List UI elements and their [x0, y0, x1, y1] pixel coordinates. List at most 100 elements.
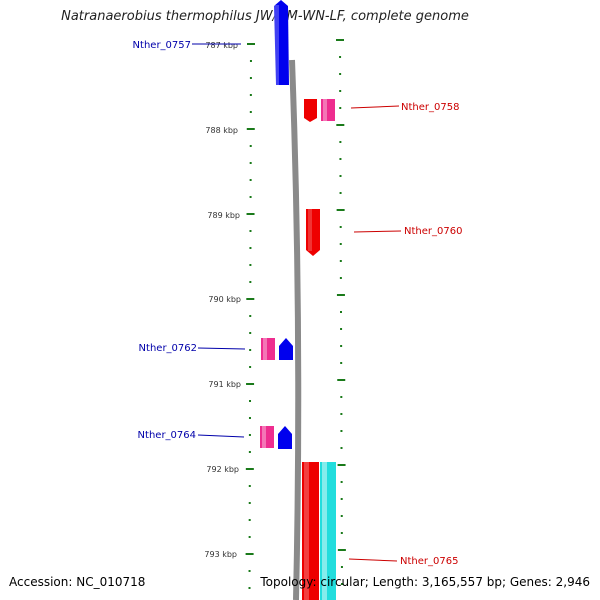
- minor-tick: [249, 332, 252, 334]
- minor-tick: [339, 73, 342, 75]
- major-tick: [246, 383, 255, 385]
- minor-tick: [340, 430, 343, 432]
- major-tick: [247, 43, 255, 45]
- major-tick: [337, 464, 346, 466]
- gene-feature-cyan-0766[interactable]: [320, 462, 336, 600]
- minor-tick: [340, 481, 343, 483]
- minor-tick: [248, 519, 251, 521]
- major-tick: [336, 39, 344, 41]
- gene-feature-nther-0758[interactable]: [304, 99, 317, 122]
- scale-label: 792 kbp: [206, 465, 239, 474]
- major-tick: [245, 468, 254, 470]
- feature-highlight: [273, 5, 279, 85]
- major-tick: [246, 298, 255, 300]
- major-tick: [246, 213, 255, 215]
- gene-feature-pink-0758b[interactable]: [321, 99, 335, 121]
- scale-labels: 787 kbp 788 kbp 789 kbp 790 kbp 791 kbp …: [204, 41, 241, 559]
- genome-info-text: Topology: circular; Length: 3,165,557 bp…: [260, 575, 590, 589]
- scale-label: 791 kbp: [208, 380, 241, 389]
- minor-tick: [249, 264, 252, 266]
- gene-feature-nther-0762[interactable]: [279, 338, 293, 360]
- minor-tick: [340, 345, 343, 347]
- minor-tick: [340, 396, 343, 398]
- minor-tick: [248, 485, 251, 487]
- major-tick: [336, 209, 345, 211]
- minor-tick: [249, 77, 252, 79]
- minor-tick: [249, 145, 252, 147]
- minor-tick: [341, 583, 343, 585]
- minor-tick: [339, 277, 342, 279]
- feature-highlight: [322, 462, 327, 600]
- minor-tick: [249, 94, 252, 96]
- major-tick: [337, 549, 346, 551]
- major-tick: [336, 294, 345, 296]
- scale-label: 790 kbp: [208, 295, 241, 304]
- minor-tick: [340, 447, 343, 449]
- map-title: Natranaerobius thermophilus JW/NM-WN-LF,…: [61, 9, 469, 24]
- minor-tick: [249, 281, 252, 283]
- minor-tick: [339, 192, 342, 194]
- minor-tick: [340, 566, 343, 568]
- gene-label-nther-0757[interactable]: Nther_0757: [133, 40, 191, 51]
- gene-feature-nther-0764[interactable]: [278, 426, 292, 449]
- accession-text: Accession: NC_010718: [9, 575, 146, 589]
- minor-tick: [249, 60, 252, 62]
- minor-tick: [249, 349, 252, 351]
- gene-features: [260, 0, 336, 600]
- feature-highlight: [308, 209, 312, 251]
- gene-feature-pink-0761[interactable]: [261, 338, 275, 360]
- minor-tick: [249, 400, 252, 402]
- gene-label-nther-0764[interactable]: Nther_0764: [138, 430, 196, 441]
- feature-highlight: [263, 338, 267, 360]
- minor-tick: [248, 570, 251, 572]
- major-tick: [336, 124, 345, 126]
- minor-tick: [340, 515, 343, 517]
- minor-tick: [248, 451, 251, 453]
- gene-feature-nther-0757[interactable]: [274, 0, 289, 85]
- label-leader-lines: [192, 43, 402, 562]
- scale-label: 787 kbp: [205, 41, 238, 50]
- gene-labels: Nther_0757 Nther_0758 Nther_0760 Nther_0…: [133, 40, 463, 567]
- major-tick: [337, 379, 346, 381]
- minor-tick: [248, 417, 251, 419]
- gene-feature-pink-0763[interactable]: [260, 426, 274, 448]
- left-tick-column: [245, 43, 255, 589]
- minor-tick: [249, 162, 252, 164]
- gene-feature-nther-0765[interactable]: [302, 462, 319, 600]
- minor-tick: [248, 536, 251, 538]
- major-tick: [246, 128, 255, 130]
- minor-tick: [249, 196, 252, 198]
- major-tick: [245, 553, 254, 555]
- gene-label-nther-0765[interactable]: Nther_0765: [400, 556, 458, 567]
- feature-highlight: [323, 99, 327, 121]
- gene-label-nther-0762[interactable]: Nther_0762: [139, 343, 197, 354]
- right-tick-column: [336, 39, 346, 585]
- minor-tick: [339, 226, 342, 228]
- minor-tick: [339, 56, 342, 58]
- gene-label-nther-0760[interactable]: Nther_0760: [404, 226, 462, 237]
- minor-tick: [248, 587, 251, 589]
- minor-tick: [248, 434, 251, 436]
- minor-tick: [249, 247, 252, 249]
- minor-tick: [339, 158, 342, 160]
- minor-tick: [249, 366, 252, 368]
- feature-highlight: [262, 426, 266, 448]
- gene-label-nther-0758[interactable]: Nther_0758: [401, 102, 459, 113]
- minor-tick: [340, 362, 343, 364]
- minor-tick: [340, 311, 342, 313]
- minor-tick: [249, 179, 252, 181]
- minor-tick: [339, 107, 342, 109]
- minor-tick: [249, 111, 252, 113]
- minor-tick: [340, 413, 343, 415]
- minor-tick: [340, 498, 343, 500]
- minor-tick: [249, 315, 252, 317]
- scale-label: 793 kbp: [204, 550, 237, 559]
- gene-feature-nther-0760[interactable]: [306, 209, 320, 256]
- minor-tick: [339, 175, 342, 177]
- scale-label: 789 kbp: [207, 211, 240, 220]
- minor-tick: [339, 260, 342, 262]
- minor-tick: [339, 141, 342, 143]
- minor-tick: [249, 230, 252, 232]
